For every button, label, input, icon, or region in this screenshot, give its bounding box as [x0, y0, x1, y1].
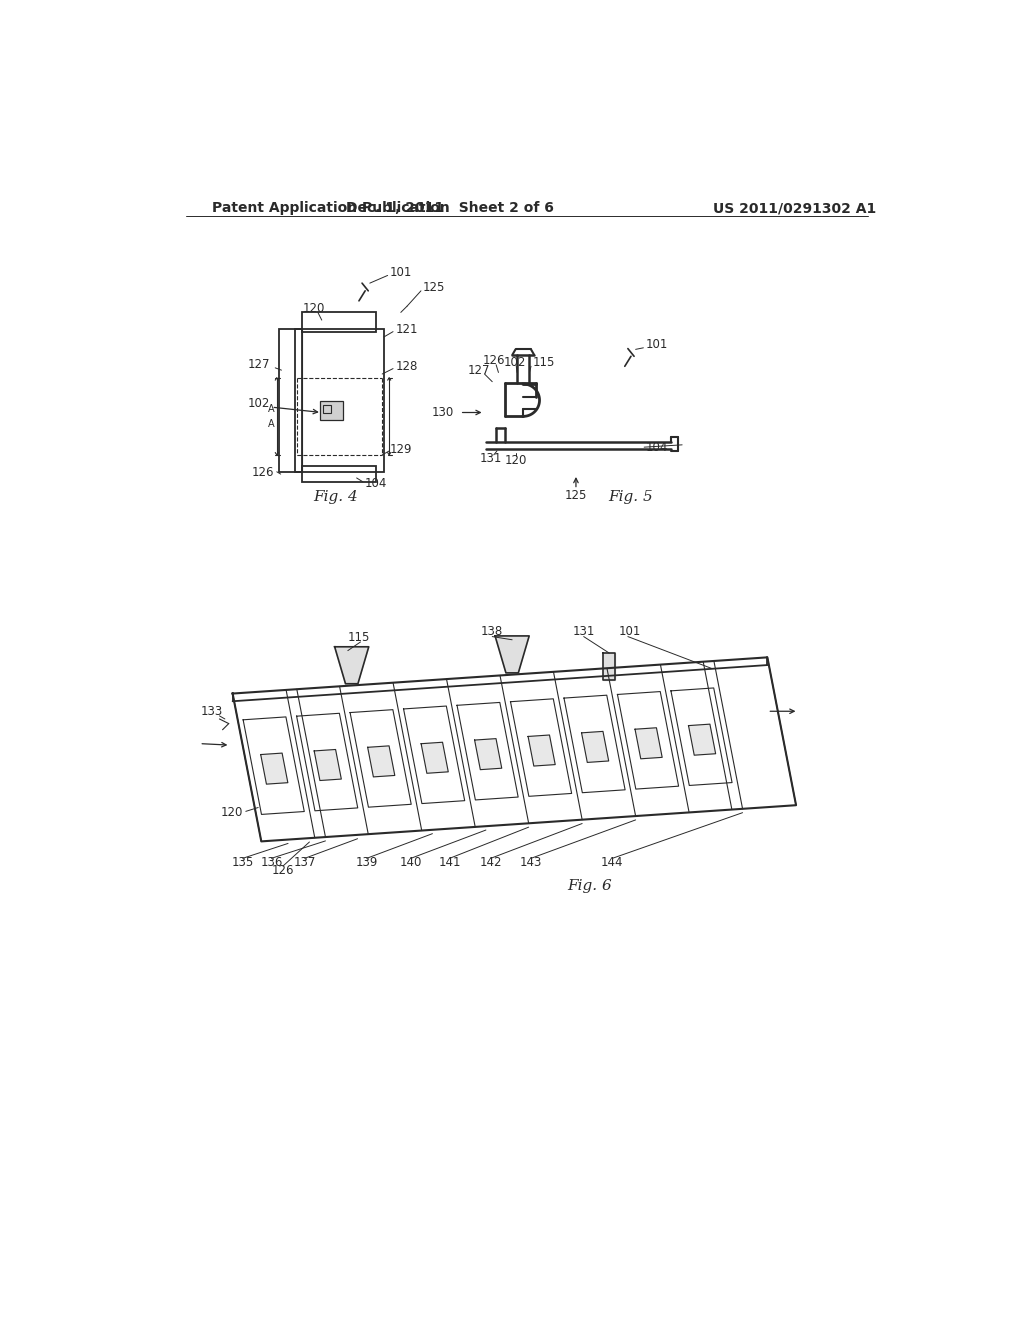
- Text: 138: 138: [481, 626, 504, 639]
- Text: 101: 101: [620, 626, 641, 639]
- Polygon shape: [582, 731, 608, 763]
- Text: 136: 136: [260, 857, 283, 870]
- Text: 135: 135: [231, 857, 254, 870]
- Text: Fig. 6: Fig. 6: [566, 879, 611, 894]
- Text: A: A: [268, 404, 274, 413]
- Polygon shape: [495, 636, 529, 673]
- Bar: [321, 401, 343, 420]
- Text: Fig. 4: Fig. 4: [313, 490, 358, 504]
- Text: 104: 104: [646, 441, 668, 454]
- Bar: [295, 330, 384, 471]
- Text: 126: 126: [271, 865, 294, 878]
- Text: 102: 102: [248, 397, 270, 409]
- Bar: [280, 330, 302, 471]
- Text: 104: 104: [365, 477, 387, 490]
- Text: A: A: [268, 418, 274, 429]
- Text: 120: 120: [220, 807, 243, 820]
- Polygon shape: [474, 739, 502, 770]
- Text: 121: 121: [396, 323, 419, 335]
- Polygon shape: [688, 725, 716, 755]
- Text: 127: 127: [248, 358, 270, 371]
- Text: 125: 125: [565, 490, 587, 502]
- Text: Dec. 1, 2011   Sheet 2 of 6: Dec. 1, 2011 Sheet 2 of 6: [346, 202, 554, 215]
- Text: 131: 131: [479, 453, 502, 465]
- Text: 101: 101: [646, 338, 668, 351]
- Bar: [302, 466, 376, 482]
- Polygon shape: [635, 727, 663, 759]
- Polygon shape: [314, 750, 341, 780]
- Polygon shape: [528, 735, 555, 766]
- Text: 142: 142: [479, 857, 502, 870]
- Text: 128: 128: [395, 360, 418, 372]
- Text: 115: 115: [348, 631, 370, 644]
- Text: US 2011/0291302 A1: US 2011/0291302 A1: [713, 202, 877, 215]
- Text: 101: 101: [390, 265, 413, 279]
- Text: 125: 125: [423, 281, 444, 294]
- Text: 129: 129: [390, 444, 413, 455]
- Text: Patent Application Publication: Patent Application Publication: [212, 202, 450, 215]
- Text: 140: 140: [399, 857, 422, 870]
- Text: 120: 120: [504, 454, 526, 467]
- Text: 126: 126: [482, 354, 505, 367]
- Bar: [302, 313, 376, 331]
- Text: Fig. 5: Fig. 5: [608, 490, 652, 504]
- Text: 102: 102: [504, 356, 526, 370]
- Polygon shape: [335, 647, 369, 684]
- Text: 143: 143: [520, 857, 542, 870]
- Bar: [324, 405, 331, 412]
- Polygon shape: [368, 746, 395, 777]
- Text: 127: 127: [468, 364, 490, 378]
- Text: 120: 120: [303, 302, 326, 315]
- Text: 139: 139: [355, 857, 378, 870]
- Text: 126: 126: [252, 466, 274, 479]
- Text: 133: 133: [201, 705, 223, 718]
- Polygon shape: [421, 742, 449, 774]
- Text: 144: 144: [601, 857, 624, 870]
- Polygon shape: [603, 653, 615, 680]
- Text: 115: 115: [532, 356, 555, 370]
- Polygon shape: [261, 754, 288, 784]
- Text: 141: 141: [438, 857, 461, 870]
- Text: 131: 131: [572, 626, 595, 639]
- Text: 130: 130: [431, 407, 454, 418]
- Text: 137: 137: [294, 857, 315, 870]
